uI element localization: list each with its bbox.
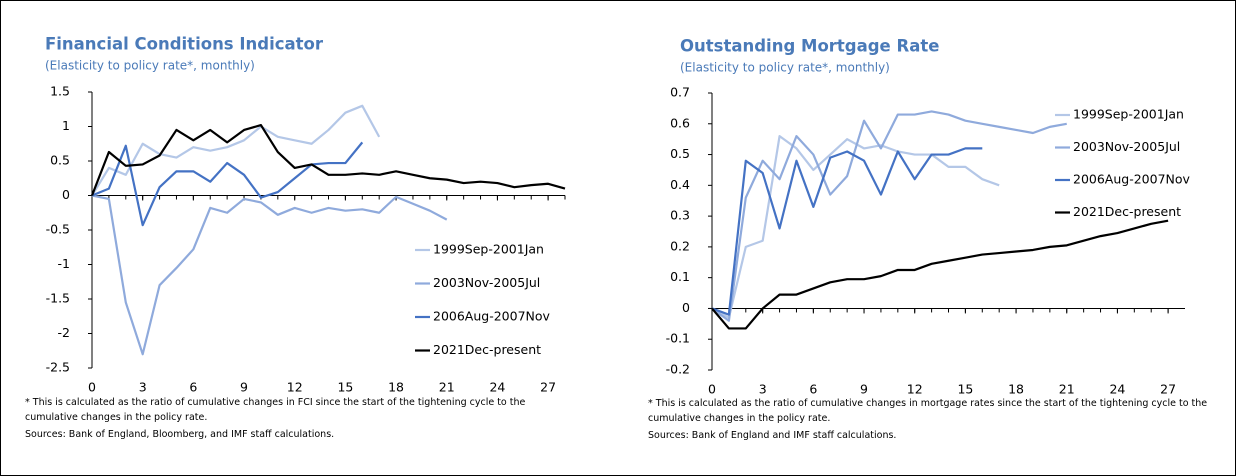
y-tick-label: 0 (62, 187, 70, 202)
y-tick-label: -1 (58, 256, 70, 271)
footnote: * This is calculated as the ratio of cum… (648, 398, 1208, 424)
x-tick-label: 27 (540, 380, 556, 395)
x-tick-label: 21 (439, 380, 455, 395)
y-tick-label: -0.2 (666, 362, 690, 377)
y-tick-label: 0.1 (670, 269, 690, 284)
y-tick-label: 0.3 (670, 208, 690, 223)
y-tick-label: 1 (62, 118, 70, 133)
x-tick-label: 21 (1059, 382, 1075, 397)
y-tick-label: 0.5 (50, 153, 70, 168)
y-tick-label: -2 (58, 325, 70, 340)
chart-subtitle: (Elasticity to policy rate*, monthly) (680, 61, 890, 75)
y-tick-label: 0.7 (670, 85, 690, 100)
x-tick-label: 3 (139, 380, 147, 395)
x-tick-label: 18 (388, 380, 404, 395)
source: Sources: Bank of England, Bloomberg, and… (25, 429, 335, 440)
x-tick-label: 15 (337, 380, 353, 395)
x-tick-label: 9 (240, 380, 248, 395)
chart-title: Financial Conditions Indicator (45, 35, 324, 54)
legend-label: 2021Dec-present (433, 342, 541, 357)
x-tick-label: 3 (759, 382, 767, 397)
series-line (90, 124, 566, 196)
y-tick-label: 0.6 (670, 115, 690, 130)
x-tick-label: 0 (88, 380, 96, 395)
y-tick-label: 1.5 (50, 84, 70, 99)
y-tick-label: 0.5 (670, 146, 690, 161)
y-tick-label: -0.1 (666, 331, 690, 346)
chart-subtitle: (Elasticity to policy rate*, monthly) (45, 59, 255, 73)
x-tick-label: 12 (287, 380, 303, 395)
series-line (711, 147, 983, 316)
series-line (91, 141, 364, 227)
y-tick-label: -1.5 (46, 291, 70, 306)
series-line (711, 219, 1169, 330)
chart-title: Outstanding Mortgage Rate (680, 37, 939, 56)
x-tick-label: 6 (189, 380, 197, 395)
legend-label: 2006Aug-2007Nov (1073, 172, 1191, 187)
legend-label: 2003Nov-2005Jul (1073, 139, 1180, 154)
legend-label: 2003Nov-2005Jul (433, 275, 540, 290)
x-tick-label: 15 (957, 382, 973, 397)
legend-label: 1999Sep-2001Jan (1073, 107, 1184, 122)
x-tick-label: 18 (1008, 382, 1024, 397)
legend-label: 2021Dec-present (1073, 204, 1181, 219)
x-tick-label: 6 (809, 382, 817, 397)
legend-label: 1999Sep-2001Jan (433, 242, 544, 257)
series-line (711, 110, 1067, 322)
series-line (91, 104, 381, 197)
x-tick-label: 24 (489, 380, 505, 395)
source: Sources: Bank of England and IMF staff c… (648, 430, 897, 441)
y-tick-label: 0 (682, 300, 690, 315)
series-line (91, 194, 448, 356)
x-tick-label: 9 (860, 382, 868, 397)
y-tick-label: -0.5 (46, 222, 70, 237)
y-tick-label: 0.2 (670, 238, 690, 253)
x-tick-label: 0 (708, 382, 716, 397)
footnote: * This is calculated as the ratio of cum… (25, 397, 526, 423)
x-tick-label: 27 (1160, 382, 1176, 397)
x-tick-label: 12 (907, 382, 923, 397)
x-tick-label: 24 (1109, 382, 1125, 397)
y-tick-label: 0.4 (670, 177, 690, 192)
series-line (711, 134, 1000, 319)
legend-label: 2006Aug-2007Nov (433, 309, 551, 324)
y-tick-label: -2.5 (46, 360, 70, 375)
